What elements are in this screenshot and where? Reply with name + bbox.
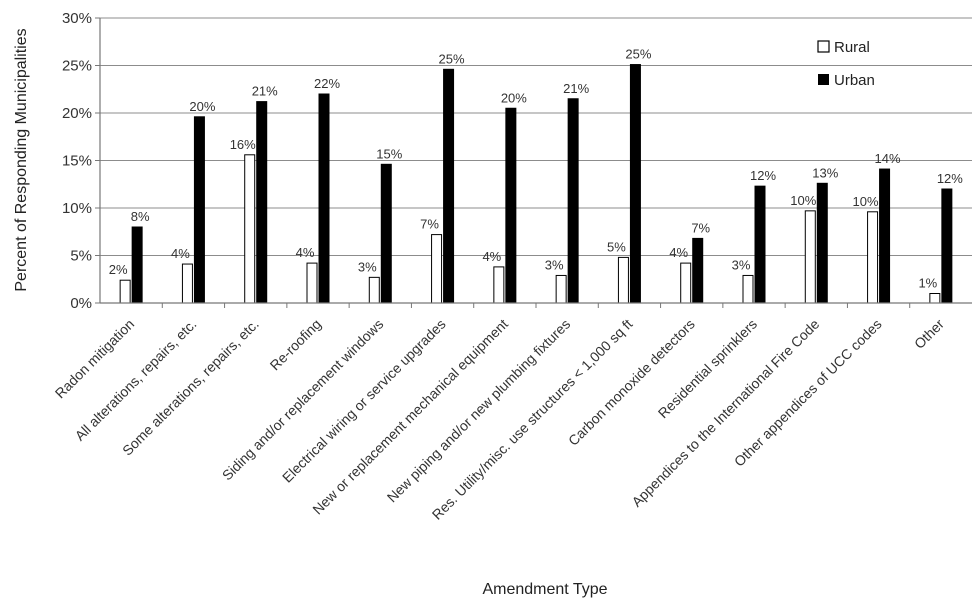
data-label-rural: 10%	[790, 193, 816, 208]
bar-urban	[629, 64, 641, 304]
legend: Rural Urban	[817, 39, 875, 89]
data-label-rural: 3%	[545, 257, 564, 272]
data-labels: 2% 8% 4% 20% 16% 21% 4% 22% 3% 15% 7% 25% 4% 20% 3% 21%…	[109, 47, 964, 291]
data-label-rural: 4%	[482, 249, 501, 264]
bar-rural	[431, 234, 443, 304]
data-label-rural: 5%	[607, 239, 626, 254]
bar-urban	[318, 93, 330, 304]
bar-rural	[306, 262, 318, 304]
bar-urban	[380, 163, 392, 304]
y-tick-label: 30%	[62, 10, 92, 27]
data-label-urban: 12%	[750, 168, 776, 183]
x-category-label: All alterations, repairs, etc.	[72, 316, 200, 444]
bar-urban	[567, 98, 579, 304]
bar-rural	[244, 154, 256, 304]
y-axis-ticks: 0% 5% 10% 15% 20% 25% 30%	[62, 10, 100, 312]
bar-urban	[692, 237, 704, 304]
data-label-rural: 2%	[109, 262, 128, 277]
x-axis-title: Amendment Type	[482, 581, 607, 598]
bar-rural	[617, 256, 629, 304]
x-category-label: Re-roofing	[267, 316, 325, 374]
bar-urban	[941, 188, 953, 304]
bar-urban	[816, 182, 828, 304]
bar-urban	[754, 185, 766, 304]
data-label-urban: 14%	[875, 151, 901, 166]
y-tick-label: 20%	[62, 105, 92, 122]
x-category-label: Some alterations, repairs, etc.	[119, 316, 262, 459]
x-category-label: Carbon monoxide detectors	[565, 316, 698, 449]
data-label-urban: 25%	[439, 51, 465, 66]
bar-urban	[505, 107, 517, 304]
bar-rural	[181, 263, 193, 304]
legend-label-urban: Urban	[834, 72, 875, 89]
data-label-rural: 10%	[853, 194, 879, 209]
data-label-urban: 13%	[812, 165, 838, 180]
data-label-urban: 20%	[189, 99, 215, 114]
data-label-urban: 8%	[131, 209, 150, 224]
legend-label-rural: Rural	[834, 39, 870, 56]
bar-rural	[493, 266, 505, 304]
data-label-rural: 4%	[171, 246, 190, 261]
y-tick-label: 10%	[62, 200, 92, 217]
bar-urban	[131, 226, 143, 304]
data-label-urban: 15%	[376, 146, 402, 161]
data-label-rural: 4%	[669, 245, 688, 260]
bar-rural	[555, 274, 567, 304]
data-label-urban: 7%	[691, 220, 710, 235]
bar-rural	[804, 210, 816, 304]
bar-rural	[680, 262, 692, 304]
bar-rural	[929, 293, 941, 304]
data-label-rural: 16%	[230, 137, 256, 152]
data-label-rural: 4%	[296, 245, 315, 260]
data-label-urban: 12%	[937, 171, 963, 186]
y-tick-label: 5%	[70, 248, 92, 265]
y-tick-label: 15%	[62, 153, 92, 170]
bar-rural	[119, 279, 131, 304]
data-label-urban: 22%	[314, 76, 340, 91]
bar-rural	[867, 211, 879, 304]
bar-urban	[256, 101, 268, 304]
data-label-rural: 1%	[918, 276, 937, 291]
y-tick-label: 0%	[70, 295, 92, 312]
bar-urban	[193, 116, 205, 304]
legend-swatch-urban	[818, 74, 829, 85]
data-label-rural: 7%	[420, 217, 439, 232]
y-axis-title: Percent of Responding Municipalities	[13, 28, 30, 291]
bar-urban	[443, 68, 455, 304]
bar-rural	[742, 274, 754, 304]
data-label-rural: 3%	[358, 259, 377, 274]
bar-rural	[368, 276, 380, 304]
data-label-urban: 21%	[563, 81, 589, 96]
data-label-urban: 21%	[252, 84, 278, 99]
y-tick-label: 25%	[62, 58, 92, 75]
data-label-urban: 25%	[625, 47, 651, 62]
bar-urban	[879, 168, 891, 304]
x-category-label: Other	[911, 316, 947, 352]
data-label-urban: 20%	[501, 90, 527, 105]
bars	[119, 64, 953, 304]
legend-swatch-rural	[817, 40, 830, 53]
data-label-rural: 3%	[732, 257, 751, 272]
